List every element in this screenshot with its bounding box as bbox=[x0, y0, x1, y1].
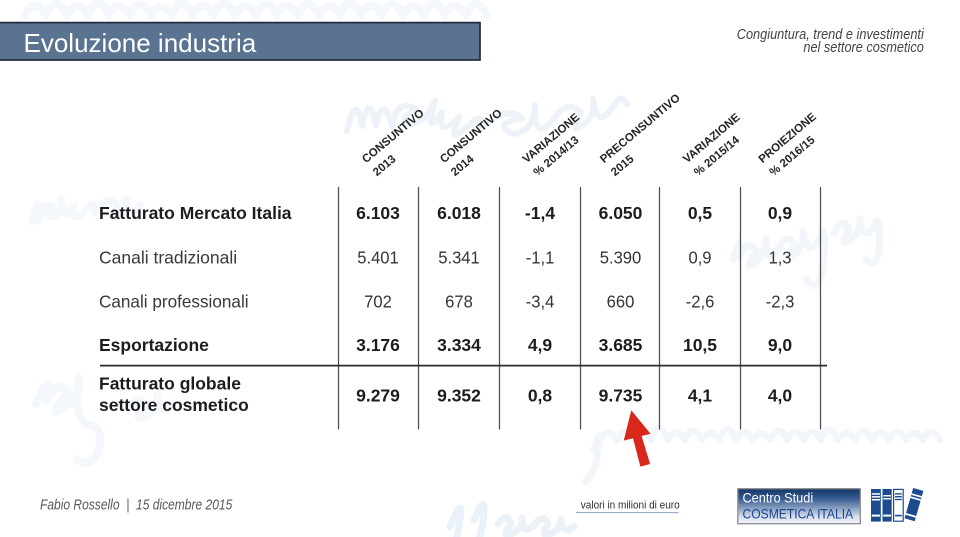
svg-text:valori in milioni di euro: valori in milioni di euro bbox=[581, 499, 680, 512]
svg-text:5.390: 5.390 bbox=[600, 248, 642, 267]
svg-text:5.401: 5.401 bbox=[357, 248, 399, 267]
svg-text:settore cosmetico: settore cosmetico bbox=[99, 395, 249, 415]
svg-text:4,9: 4,9 bbox=[528, 335, 553, 355]
svg-text:0,5: 0,5 bbox=[688, 203, 713, 223]
svg-text:-3,4: -3,4 bbox=[526, 292, 555, 311]
svg-text:0,9: 0,9 bbox=[768, 203, 793, 223]
svg-text:5.341: 5.341 bbox=[438, 248, 480, 267]
svg-text:9.735: 9.735 bbox=[599, 386, 643, 406]
svg-text:-1,1: -1,1 bbox=[526, 248, 555, 267]
svg-text:3.685: 3.685 bbox=[599, 335, 643, 355]
svg-text:3.176: 3.176 bbox=[356, 335, 400, 355]
svg-text:-1,4: -1,4 bbox=[525, 203, 555, 223]
svg-text:660: 660 bbox=[607, 292, 635, 311]
svg-text:678: 678 bbox=[445, 292, 473, 311]
svg-text:4,0: 4,0 bbox=[768, 386, 793, 406]
svg-text:-2,6: -2,6 bbox=[686, 292, 715, 311]
svg-text:9.352: 9.352 bbox=[437, 386, 481, 406]
svg-text:6.050: 6.050 bbox=[599, 203, 643, 223]
svg-text:Fatturato globale: Fatturato globale bbox=[99, 374, 241, 394]
svg-text:1,3: 1,3 bbox=[768, 248, 791, 267]
svg-text:Congiuntura, trend e investime: Congiuntura, trend e investimenti bbox=[737, 26, 925, 42]
svg-text:nel settore cosmetico: nel settore cosmetico bbox=[803, 39, 924, 55]
svg-text:9,0: 9,0 bbox=[768, 335, 793, 355]
svg-text:0,9: 0,9 bbox=[688, 248, 711, 267]
svg-text:10,5: 10,5 bbox=[683, 335, 717, 355]
svg-text:VARIAZIONE% 2015/14: VARIAZIONE% 2015/14 bbox=[681, 111, 754, 178]
svg-text:-2,3: -2,3 bbox=[766, 292, 795, 311]
svg-text:6.103: 6.103 bbox=[356, 203, 400, 223]
svg-text:Centro Studi: Centro Studi bbox=[743, 490, 814, 505]
svg-text:4,1: 4,1 bbox=[688, 386, 713, 406]
svg-text:Evoluzione industria: Evoluzione industria bbox=[24, 28, 257, 58]
svg-text:Canali professionali: Canali professionali bbox=[99, 291, 249, 311]
svg-text:Canali tradizionali: Canali tradizionali bbox=[99, 248, 237, 268]
svg-text:COSMETICA ITALIA: COSMETICA ITALIA bbox=[743, 506, 854, 522]
svg-text:0,8: 0,8 bbox=[528, 386, 553, 406]
svg-text:Fabio Rossello | 15 dicembre: Fabio Rossello | 15 dicembre 2015 bbox=[40, 497, 233, 513]
svg-text:3.334: 3.334 bbox=[437, 335, 481, 355]
svg-text:9.279: 9.279 bbox=[356, 386, 400, 406]
svg-text:702: 702 bbox=[364, 292, 392, 311]
svg-text:PROIEZIONE% 2016/15: PROIEZIONE% 2016/15 bbox=[757, 111, 830, 179]
svg-text:Esportazione: Esportazione bbox=[99, 335, 209, 355]
svg-text:Fatturato Mercato Italia: Fatturato Mercato Italia bbox=[99, 203, 292, 223]
svg-text:6.018: 6.018 bbox=[437, 203, 481, 223]
